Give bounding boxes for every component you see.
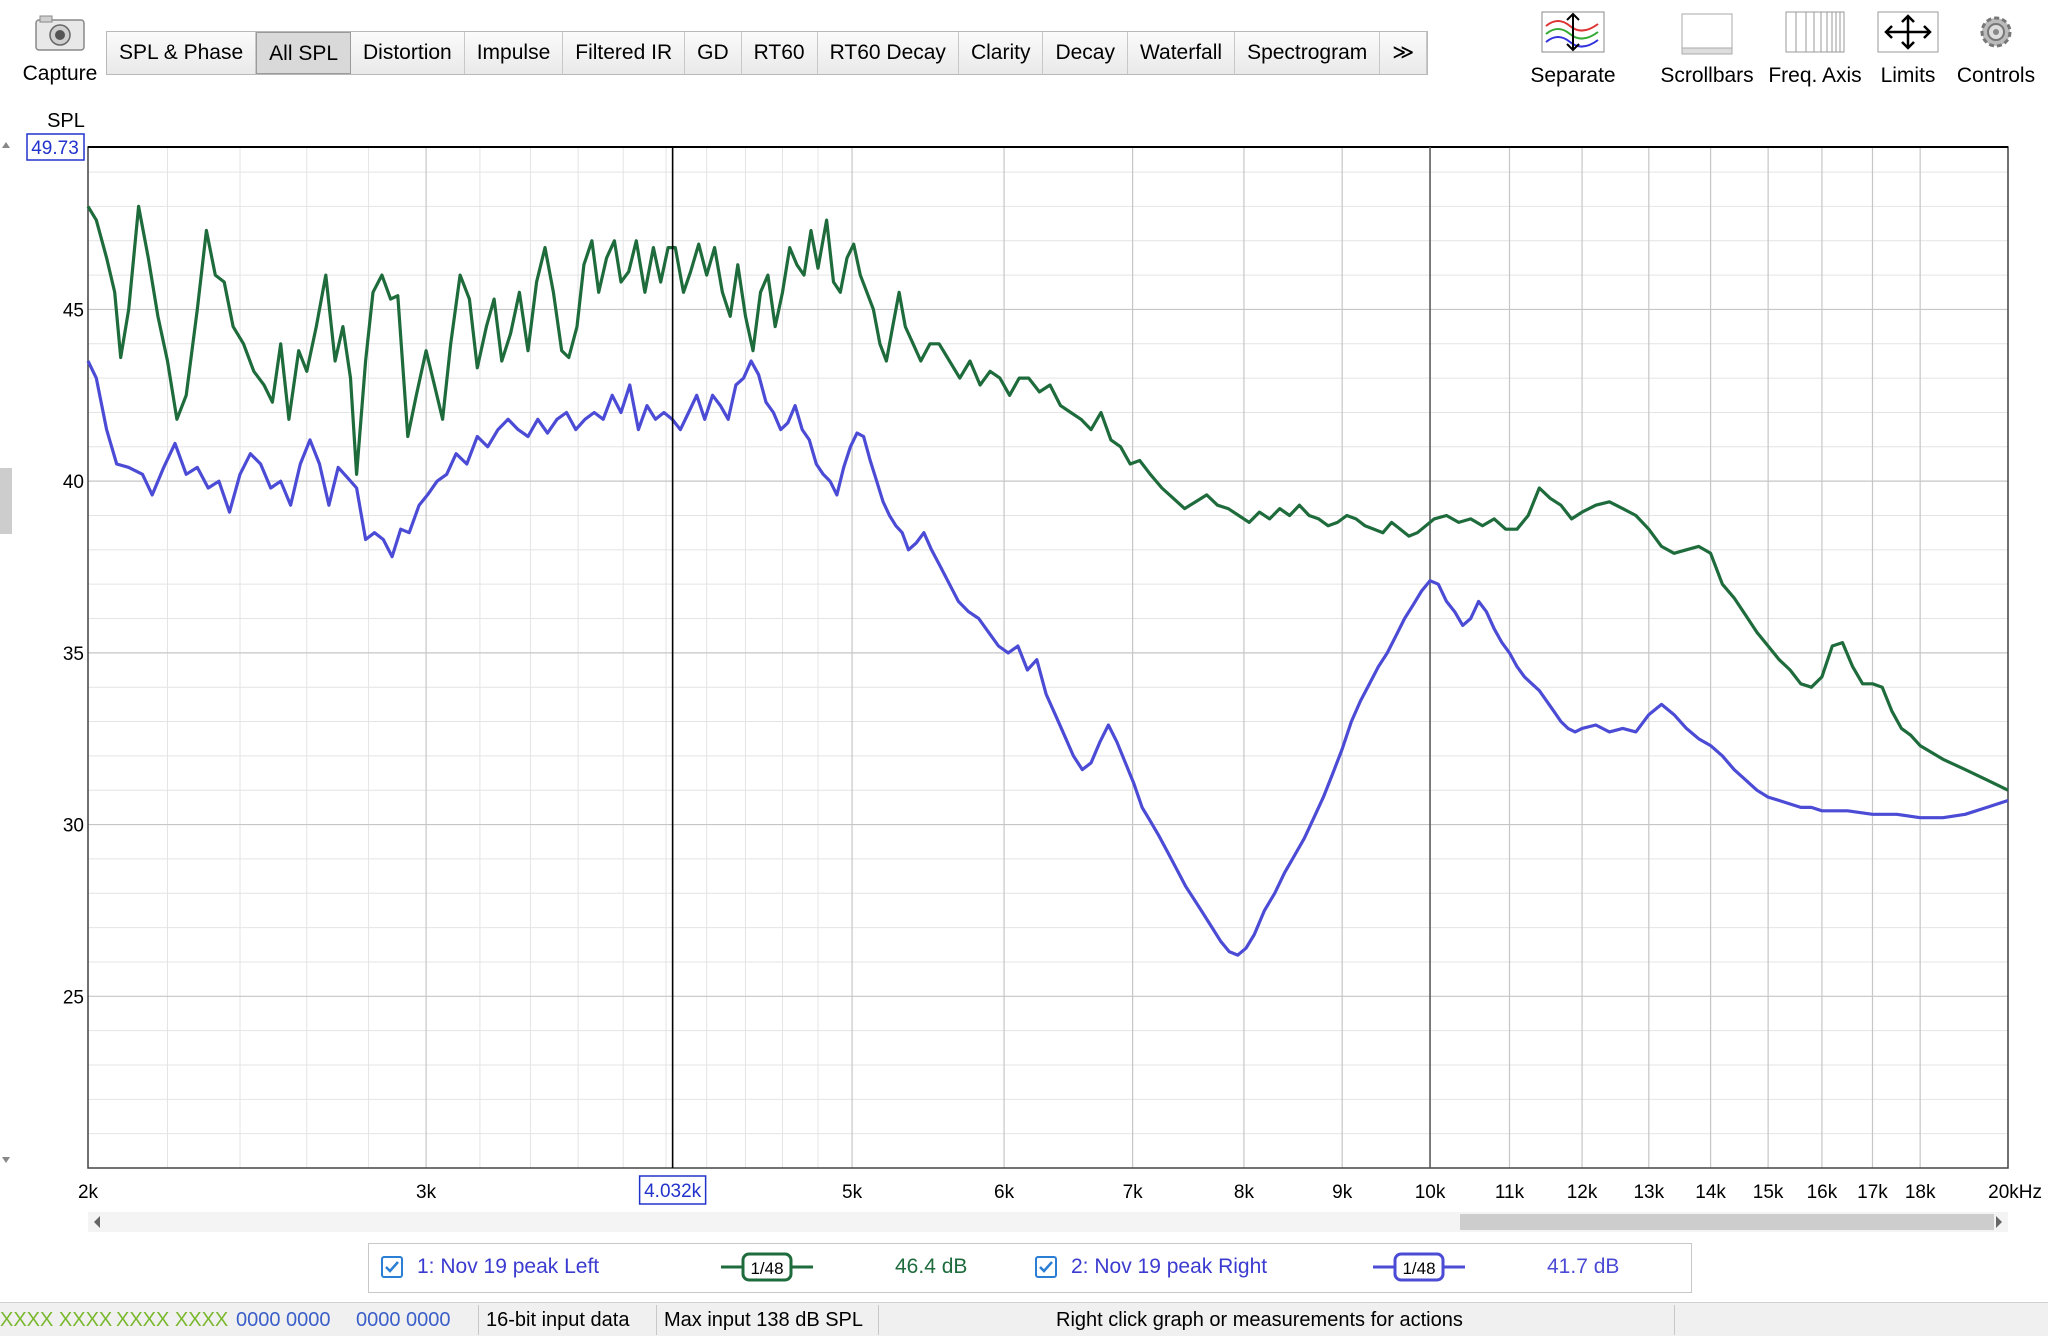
controls-label: Controls bbox=[1956, 64, 2036, 87]
svg-text:1/48: 1/48 bbox=[1402, 1259, 1435, 1278]
scroll-right-icon[interactable] bbox=[1994, 1215, 2004, 1229]
series2-smoothing-icon[interactable]: 1/48 bbox=[1371, 1252, 1467, 1282]
x-tick-label: 16k bbox=[1807, 1182, 1838, 1203]
view-tabs: SPL & Phase All SPL Distortion Impulse Filte… bbox=[106, 31, 1429, 75]
separate-label: Separate bbox=[1530, 64, 1616, 87]
series-line-1 bbox=[86, 204, 2009, 792]
x-tick-label: 5k bbox=[842, 1182, 863, 1203]
y-top-readout: 49.73 bbox=[31, 138, 79, 159]
x-tick-labels: 2k 3k 5k 6k 7k 8k 9k 10k 11k 12k 13k 14k 15k 16k 17k 18… bbox=[78, 1182, 2042, 1203]
tab-6[interactable]: RT60 bbox=[741, 32, 818, 74]
capture-label: Capture bbox=[22, 62, 98, 85]
tab-10[interactable]: Waterfall bbox=[1127, 32, 1236, 74]
gear-icon bbox=[1980, 16, 2012, 48]
x-tick-label: 7k bbox=[1123, 1182, 1144, 1203]
x-tick-label: 6k bbox=[994, 1182, 1015, 1203]
series-group bbox=[86, 204, 2009, 957]
y-axis-label: SPL bbox=[47, 110, 85, 132]
check-icon bbox=[385, 1261, 399, 1273]
scroll-down-icon bbox=[2, 1157, 10, 1163]
x-tick-label: 2k bbox=[78, 1182, 99, 1203]
controls-button[interactable]: Controls bbox=[1957, 8, 2035, 98]
y-tick-labels: 25 30 35 40 45 49.73 bbox=[26, 133, 85, 1008]
x-tick-label: 12k bbox=[1567, 1182, 1598, 1203]
tab-1[interactable]: All SPL bbox=[256, 32, 352, 74]
x-tick-label: 8k bbox=[1234, 1182, 1255, 1203]
freq-axis-label: Freq. Axis bbox=[1768, 64, 1862, 87]
series-line-2 bbox=[86, 359, 2009, 957]
x-tick-label: 17k bbox=[1857, 1182, 1888, 1203]
x-tick-label: 20kHz bbox=[1988, 1182, 2042, 1203]
camera-icon bbox=[35, 15, 85, 51]
tab-3[interactable]: Impulse bbox=[464, 32, 564, 74]
y-tick-label: 40 bbox=[63, 472, 84, 493]
capture-button[interactable]: Capture bbox=[8, 8, 112, 93]
tab-4[interactable]: Filtered IR bbox=[563, 32, 686, 74]
y-tick-label: 30 bbox=[63, 816, 84, 837]
scrollbars-icon bbox=[1681, 13, 1733, 55]
freq-axis-icon bbox=[1785, 11, 1845, 53]
x-tick-label: 11k bbox=[1495, 1182, 1525, 1203]
series1-smoothing-icon[interactable]: 1/48 bbox=[719, 1252, 815, 1282]
svg-text:1/48: 1/48 bbox=[750, 1259, 783, 1278]
scrollbars-button[interactable]: Scrollbars bbox=[1660, 8, 1754, 98]
series2-name[interactable]: 2: Nov 19 peak Right bbox=[1071, 1255, 1268, 1278]
max-input: Max input 138 dB SPL bbox=[664, 1309, 864, 1331]
cursor[interactable]: 4.032k bbox=[638, 147, 707, 1205]
status-bar: XXXX XXXX XXXX XXXX 0000 0000 0000 0000 … bbox=[0, 1302, 2048, 1336]
x-tick-label: 18k bbox=[1905, 1182, 1936, 1203]
input-bits: 16-bit input data bbox=[486, 1309, 630, 1331]
tab-12[interactable]: ≫ bbox=[1380, 32, 1428, 74]
horizontal-scrollbar[interactable] bbox=[88, 1212, 2008, 1232]
tab-9[interactable]: Decay bbox=[1043, 32, 1128, 74]
tab-11[interactable]: Spectrogram bbox=[1235, 32, 1381, 74]
cursor-readout-box bbox=[638, 1175, 707, 1205]
scroll-left-icon[interactable] bbox=[92, 1215, 102, 1229]
scroll-up-icon bbox=[2, 142, 10, 148]
status-level-3: 0000 0000 bbox=[236, 1309, 331, 1331]
status-level-1: XXXX XXXX bbox=[0, 1309, 113, 1331]
tab-0[interactable]: SPL & Phase bbox=[107, 32, 257, 74]
limits-icon bbox=[1877, 11, 1939, 53]
x-tick-label: 15k bbox=[1753, 1182, 1784, 1203]
horizontal-scroll-thumb[interactable] bbox=[1460, 1214, 1994, 1230]
status-hint: Right click graph or measurements for ac… bbox=[1056, 1309, 1463, 1331]
y-tick-label: 25 bbox=[63, 987, 84, 1008]
scrollbars-label: Scrollbars bbox=[1660, 64, 1754, 87]
y-tick-label: 35 bbox=[63, 644, 84, 665]
major-grid bbox=[87, 146, 2009, 1169]
tab-8[interactable]: Clarity bbox=[958, 32, 1044, 74]
series1-name[interactable]: 1: Nov 19 peak Left bbox=[417, 1255, 600, 1278]
limits-label: Limits bbox=[1880, 64, 1936, 87]
y-tick-label: 45 bbox=[63, 300, 84, 321]
check-icon bbox=[1039, 1261, 1053, 1273]
tab-7[interactable]: RT60 Decay bbox=[817, 32, 959, 74]
freq-axis-button[interactable]: Freq. Axis bbox=[1768, 8, 1862, 98]
status-level-2: XXXX XXXX bbox=[116, 1309, 229, 1331]
separate-button[interactable]: Separate bbox=[1530, 8, 1616, 98]
x-tick-label: 13k bbox=[1633, 1182, 1664, 1203]
cursor-readout: 4.032k bbox=[644, 1181, 702, 1202]
separate-icon bbox=[1541, 11, 1605, 53]
vertical-scroll-thumb bbox=[0, 468, 12, 534]
plot-frame bbox=[87, 146, 2009, 1169]
series1-checkbox[interactable] bbox=[381, 1256, 403, 1278]
vertical-scrollbar[interactable] bbox=[0, 140, 14, 1165]
x-tick-label: 9k bbox=[1332, 1182, 1353, 1203]
status-level-4: 0000 0000 bbox=[356, 1309, 451, 1331]
series1-readout: 46.4 dB bbox=[895, 1255, 968, 1278]
series2-checkbox[interactable] bbox=[1035, 1256, 1057, 1278]
spl-chart[interactable]: SPL 25 30 35 40 45 49.73 2k 3k 5k 6k 7k 8k 9k 10k 11k… bbox=[0, 110, 2048, 1210]
measurement-legend: 1: Nov 19 peak Left 1/48 46.4 dB 2: Nov … bbox=[368, 1243, 1692, 1293]
tab-2[interactable]: Distortion bbox=[351, 32, 465, 74]
x-tick-label: 10k bbox=[1415, 1182, 1446, 1203]
x-tick-label: 14k bbox=[1695, 1182, 1726, 1203]
x-tick-label: 3k bbox=[416, 1182, 437, 1203]
series2-readout: 41.7 dB bbox=[1547, 1255, 1620, 1278]
limits-button[interactable]: Limits bbox=[1876, 8, 1940, 98]
minor-grid bbox=[88, 147, 2008, 1168]
y-top-readout-box bbox=[26, 133, 85, 161]
tab-5[interactable]: GD bbox=[685, 32, 742, 74]
